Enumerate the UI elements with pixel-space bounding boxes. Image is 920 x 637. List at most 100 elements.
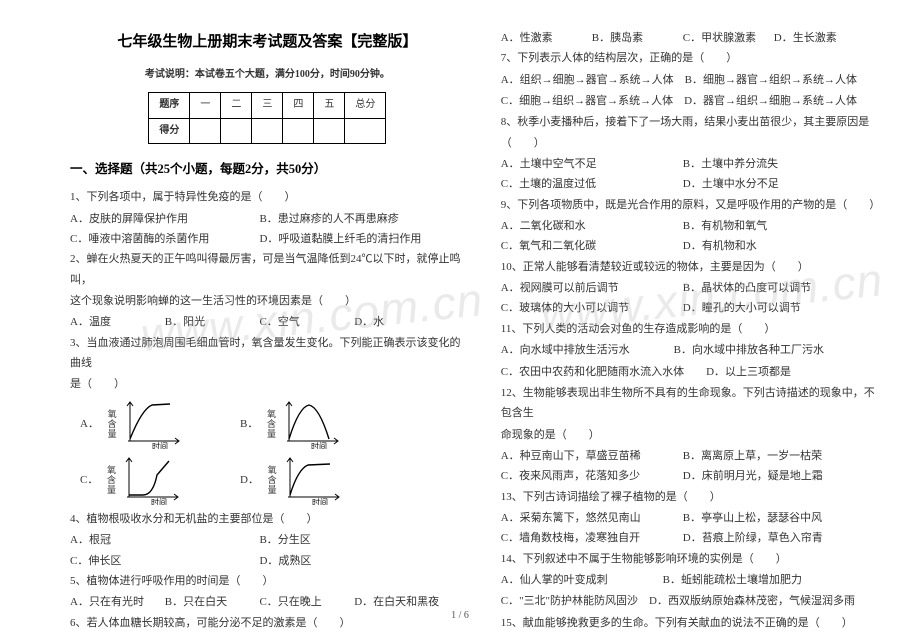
option: B．胰岛素 [592, 28, 683, 48]
cell [345, 118, 386, 144]
x-axis-label: 时间 [311, 441, 327, 449]
option: A．性激素 [501, 28, 592, 48]
cell [252, 118, 283, 144]
options: A．性激素 B．胰岛素 C．甲状腺激素 D．生长激素 [501, 28, 880, 48]
option: A．二氧化碳和水 [501, 216, 683, 236]
option-line: C．"三北"防护林能防风固沙 D．西双版纳原始森林茂密，气候湿润多雨 [501, 591, 880, 611]
option: C．夜来风雨声，花落知多少 [501, 466, 683, 486]
page-number: 1 / 6 [451, 610, 469, 621]
cell [221, 118, 252, 144]
options: A．采菊东篱下，悠然见南山 B．亭亭山上松，瑟瑟谷中风 C．墙角数枝梅，凌寒独自… [501, 508, 880, 549]
option: C．空气 [259, 312, 354, 332]
chart-svg: 时间 [123, 455, 183, 505]
option: B．只在白天 [165, 592, 260, 612]
chart-label: A． [80, 414, 99, 434]
option: C．伸长区 [70, 551, 259, 571]
options: A．种豆南山下，草盛豆苗稀 B．离离原上草，一岁一枯荣 C．夜来风雨声，花落知多… [501, 446, 880, 487]
option: C．甲状腺激素 [683, 28, 774, 48]
option: D．生长激素 [774, 28, 865, 48]
option: B．分生区 [259, 530, 448, 550]
question-15: 15、献血能够挽救更多的生命。下列有关献血的说法不正确的是（ ） [501, 613, 880, 633]
option: C．土壤的温度过低 [501, 174, 683, 194]
option-line: C．农田中农药和化肥随雨水流入水体 D．以上三项都是 [501, 362, 880, 382]
question-10: 10、正常人能够看清楚较近或较远的物体，主要是因为（ ） [501, 257, 880, 277]
chart-c: C． 氧含量 时间 [80, 455, 200, 505]
question-12: 12、生物能够表现出非生物所不具有的生命现象。下列古诗描述的现象中，不包含生 [501, 383, 880, 424]
option: A．土壤中空气不足 [501, 154, 683, 174]
option: A．温度 [70, 312, 165, 332]
chart-svg: 时间 [284, 455, 344, 505]
question-6: 6、若人体血糖长期较高，可能分泌不足的激素是（ ） [70, 613, 465, 633]
option: D．瞳孔的大小可以调节 [683, 298, 865, 318]
option: C．氧气和二氧化碳 [501, 236, 683, 256]
options: A．根冠 B．分生区 C．伸长区 D．成熟区 [70, 530, 465, 571]
option-line: A．组织→细胞→器官→系统→人体 B．细胞→器官→组织→系统→人体 [501, 70, 880, 90]
chart-label: D． [240, 470, 259, 490]
option: D．苔痕上阶绿，草色入帘青 [683, 528, 865, 548]
question-1: 1、下列各项中，属于特异性免疫的是（ ） [70, 187, 465, 207]
question-9: 9、下列各项物质中，既是光合作用的原料，又是呼吸作用的产物的是（ ） [501, 195, 880, 215]
section-title: 一、选择题（共25个小题，每题2分，共50分） [70, 158, 465, 181]
question-2: 2、蝉在火热夏天的正午鸣叫得最厉害，可是当气温降低到24℃以下时，就停止鸣叫， [70, 249, 465, 290]
cell: 二 [221, 93, 252, 119]
exam-page: 七年级生物上册期末考试题及答案【完整版】 考试说明：本试卷五个大题，满分100分… [0, 0, 920, 637]
cell: 四 [283, 93, 314, 119]
question-4: 4、植物根吸收水分和无机盐的主要部位是（ ） [70, 509, 465, 529]
option: D．土壤中水分不足 [683, 174, 865, 194]
cell: 一 [190, 93, 221, 119]
options: A．土壤中空气不足 B．土壤中养分流失 C．土壤的温度过低 D．土壤中水分不足 [501, 154, 880, 195]
options: A．皮肤的屏障保护作用 B．患过麻疹的人不再患麻疹 C．唾液中溶菌酶的杀菌作用 … [70, 209, 465, 250]
exam-title: 七年级生物上册期末考试题及答案【完整版】 [70, 28, 465, 56]
right-column: A．性激素 B．胰岛素 C．甲状腺激素 D．生长激素 7、下列表示人体的结构层次… [501, 28, 880, 617]
option: B．土壤中养分流失 [683, 154, 865, 174]
question-7: 7、下列表示人体的结构层次，正确的是（ ） [501, 48, 880, 68]
x-axis-label: 时间 [151, 497, 167, 505]
y-axis-label: 氧含量 [102, 465, 119, 495]
y-axis-label: 氧含量 [103, 409, 120, 439]
chart-d: D． 氧含量 时间 [240, 455, 360, 505]
option: A．种豆南山下，草盛豆苗稀 [501, 446, 683, 466]
curve [130, 404, 170, 439]
chart-label: C． [80, 470, 98, 490]
option-line: C．细胞→组织→器官→系统→人体 D．器官→组织→细胞→系统→人体 [501, 91, 880, 111]
question-13: 13、下列古诗词描绘了裸子植物的是（ ） [501, 487, 880, 507]
option: B．离离原上草，一岁一枯荣 [683, 446, 865, 466]
chart-svg: 时间 [283, 399, 343, 449]
y-axis-label: 氧含量 [263, 465, 280, 495]
options: A．二氧化碳和水 B．有机物和氧气 C．氧气和二氧化碳 D．有机物和水 [501, 216, 880, 257]
score-table: 题序 一 二 三 四 五 总分 得分 [148, 92, 386, 144]
exam-subtitle: 考试说明：本试卷五个大题，满分100分，时间90分钟。 [70, 66, 465, 85]
option: B．阳光 [165, 312, 260, 332]
option: D．有机物和水 [683, 236, 865, 256]
question-11: 11、下列人类的活动会对鱼的生存造成影响的是（ ） [501, 319, 880, 339]
option: B．有机物和氧气 [683, 216, 865, 236]
option: C．唾液中溶菌酶的杀菌作用 [70, 229, 259, 249]
options: A．视网膜可以前后调节 B．晶状体的凸度可以调节 C．玻璃体的大小可以调节 D．… [501, 278, 880, 319]
x-axis-label: 时间 [312, 497, 328, 505]
options: A．只在有光时 B．只在白天 C．只在晚上 D．在白天和黑夜 [70, 592, 465, 612]
chart-label: B． [240, 414, 258, 434]
cell: 得分 [149, 118, 190, 144]
cell: 五 [314, 93, 345, 119]
chart-svg: 时间 [124, 399, 184, 449]
option-line: A．向水域中排放生活污水 B．向水域中排放各种工厂污水 [501, 340, 880, 360]
chart-grid: A． 氧含量 时间 B． 氧含量 [80, 399, 360, 505]
option: D．成熟区 [259, 551, 448, 571]
question-12-cont: 命现象的是（ ） [501, 425, 880, 445]
curve [129, 461, 169, 495]
option: C．玻璃体的大小可以调节 [501, 298, 683, 318]
question-5: 5、植物体进行呼吸作用的时间是（ ） [70, 571, 465, 591]
chart-a: A． 氧含量 时间 [80, 399, 200, 449]
option: A．皮肤的屏障保护作用 [70, 209, 259, 229]
option: B．患过麻疹的人不再患麻疹 [259, 209, 448, 229]
cell: 总分 [345, 93, 386, 119]
cell [190, 118, 221, 144]
cell: 题序 [149, 93, 190, 119]
question-3-cont: 是（ ） [70, 374, 465, 394]
table-row: 题序 一 二 三 四 五 总分 [149, 93, 386, 119]
chart-b: B． 氧含量 时间 [240, 399, 360, 449]
y-axis-label: 氧含量 [262, 409, 279, 439]
question-8: 8、秋季小麦播种后，接着下了一场大雨，结果小麦出苗很少，其主要原因是（ ） [501, 112, 880, 153]
question-3: 3、当血液通过肺泡周围毛细血管时，氧含量发生变化。下列能正确表示该变化的曲线 [70, 333, 465, 374]
question-14: 14、下列叙述中不属于生物能够影响环境的实例是（ ） [501, 549, 880, 569]
